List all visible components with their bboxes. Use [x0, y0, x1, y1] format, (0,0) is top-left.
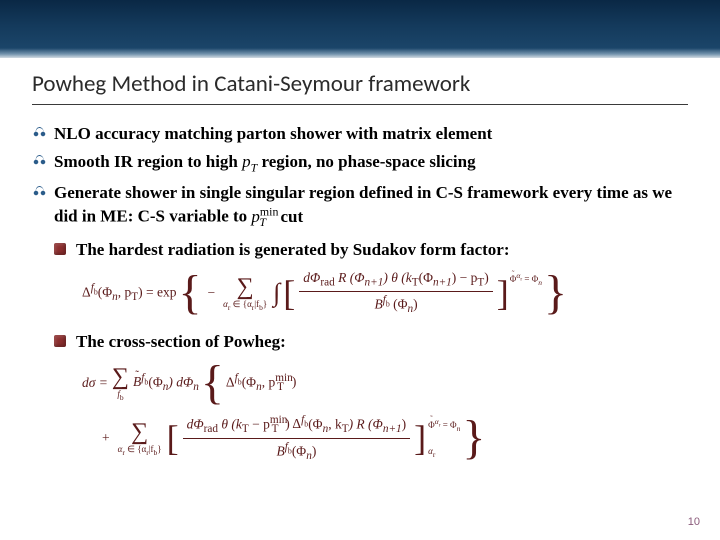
bullet-nlo-accuracy: NLO accuracy matching parton shower with…	[32, 123, 688, 145]
bullet-list: NLO accuracy matching parton shower with…	[32, 123, 688, 464]
formula-cross-section: dσ = ∑ fb Bfb(Φn) dΦn { Δfb(Φn, pminT) +…	[82, 359, 688, 464]
text-post: region, no phase-space slicing	[257, 152, 475, 171]
text-pre: Smooth IR region to high	[54, 152, 242, 171]
sub-bullet-sudakov: The hardest radiation is generated by Su…	[32, 239, 688, 261]
slide-content: Powheg Method in Catani-Seymour framewor…	[0, 58, 720, 464]
sub-bullet-cross-section: The cross-section of Powheg:	[32, 331, 688, 353]
bullet-smooth-ir: Smooth IR region to high pT region, no p…	[32, 151, 688, 176]
header-gradient-band	[0, 0, 720, 58]
bullet-generate-shower: Generate shower in single singular regio…	[32, 182, 688, 231]
slide-title: Powheg Method in Catani-Seymour framewor…	[32, 70, 688, 105]
math-pTmin: pminT	[251, 207, 266, 226]
formula-sudakov: Δfb(Φn, pT) = exp { − ∑ αr ∈ {αr|fb} ∫ […	[82, 269, 688, 317]
text-post: cut	[276, 207, 303, 226]
math-pT: pT	[242, 152, 257, 171]
text-pre: Generate shower in single singular regio…	[54, 183, 672, 226]
page-number: 10	[688, 516, 700, 528]
